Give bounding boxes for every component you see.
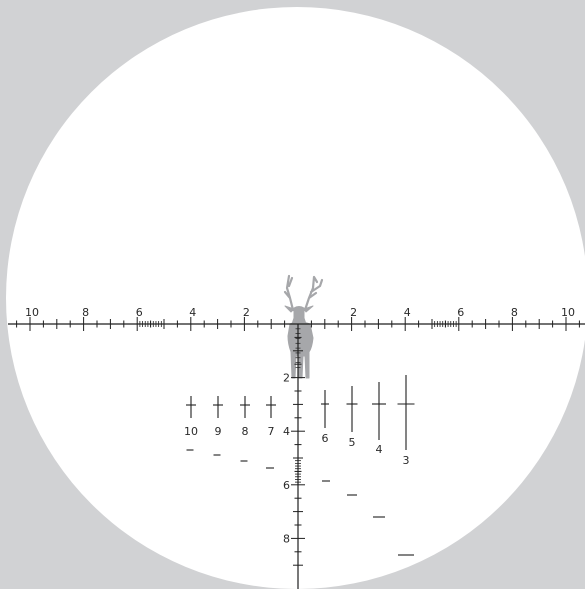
reticle-lines	[8, 317, 585, 589]
horizontal-label-left: 6	[136, 306, 143, 319]
horizontal-label-right: 8	[511, 306, 518, 319]
scope-lens-circle	[6, 7, 585, 589]
vertical-label: 4	[283, 425, 290, 438]
vertical-label: 2	[283, 372, 290, 385]
holdover-label-left: 9	[215, 425, 222, 438]
holdover-label-left: 10	[184, 425, 198, 438]
horizontal-label-left: 8	[82, 306, 89, 319]
horizontal-label-left: 10	[25, 306, 39, 319]
vertical-label: 6	[283, 479, 290, 492]
holdover-label-left: 7	[268, 425, 275, 438]
holdover-label-left: 8	[242, 425, 249, 438]
horizontal-label-left: 4	[189, 306, 196, 319]
deer-silhouette-icon	[283, 274, 324, 379]
horizontal-label-right: 10	[561, 306, 575, 319]
horizontal-label-right: 2	[350, 306, 357, 319]
holdover-label-right: 6	[322, 432, 329, 445]
horizontal-label-left: 2	[243, 306, 250, 319]
holdover-label-right: 5	[349, 436, 356, 449]
holdover-label-right: 3	[403, 454, 410, 467]
horizontal-label-right: 6	[457, 306, 464, 319]
vertical-label: 8	[283, 532, 290, 545]
reticle-labels: 10 8 6 4 2 2 4 6 8 10 2 4 6 8 10 9 8 7 6 5 4 3	[25, 306, 575, 545]
holdover-label-right: 4	[376, 443, 383, 456]
horizontal-label-right: 4	[404, 306, 411, 319]
